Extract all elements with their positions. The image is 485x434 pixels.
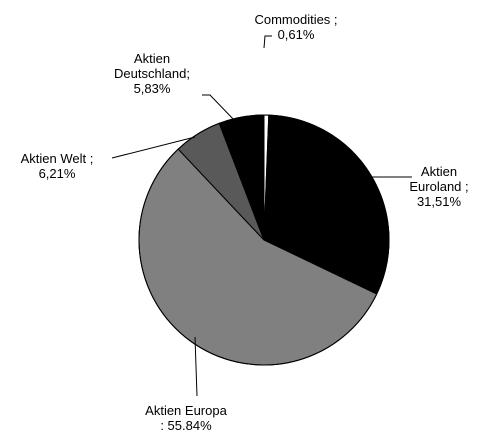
- leader-line-commodities: [263, 35, 272, 49]
- slice-label-line: Aktien: [421, 164, 457, 179]
- leader-line-aktien-deutschland: [202, 94, 237, 123]
- slice-label-line: 5,83%: [134, 81, 171, 96]
- leader-line-aktien-europa: [194, 336, 198, 397]
- slice-label-commodities: Commodities ; 0,61%: [254, 12, 337, 42]
- slice-label-aktien-europa: Aktien Europa: 55.84%: [145, 403, 227, 433]
- slice-label-aktien-euroland: Aktien Euroland ; 31,51%: [409, 164, 468, 209]
- slice-label-line: Deutschland;: [114, 66, 190, 81]
- slice-label-line: : 55.84%: [160, 418, 212, 433]
- pie-slices: [138, 114, 390, 366]
- slice-label-aktien-deutschland: Aktien Deutschland; 5,83%: [114, 51, 190, 96]
- slice-label-line: Aktien Europa: [145, 403, 227, 418]
- slice-label-line: 0,61%: [278, 27, 315, 42]
- slice-label-line: 31,51%: [417, 194, 462, 209]
- slice-label-line: 6,21%: [39, 166, 76, 181]
- pie-outline: [138, 114, 390, 366]
- slice-label-line: Aktien: [134, 51, 170, 66]
- slice-label-line: Aktien Welt ;: [21, 151, 94, 166]
- pie-labels: Commodities ; 0,61%Aktien Euroland ; 31,51%…: [21, 12, 469, 433]
- slice-label-aktien-welt: Aktien Welt ; 6,21%: [21, 151, 94, 181]
- leader-line-aktien-welt: [111, 136, 196, 159]
- slice-label-line: Commodities ;: [254, 12, 337, 27]
- slice-label-line: Euroland ;: [409, 179, 468, 194]
